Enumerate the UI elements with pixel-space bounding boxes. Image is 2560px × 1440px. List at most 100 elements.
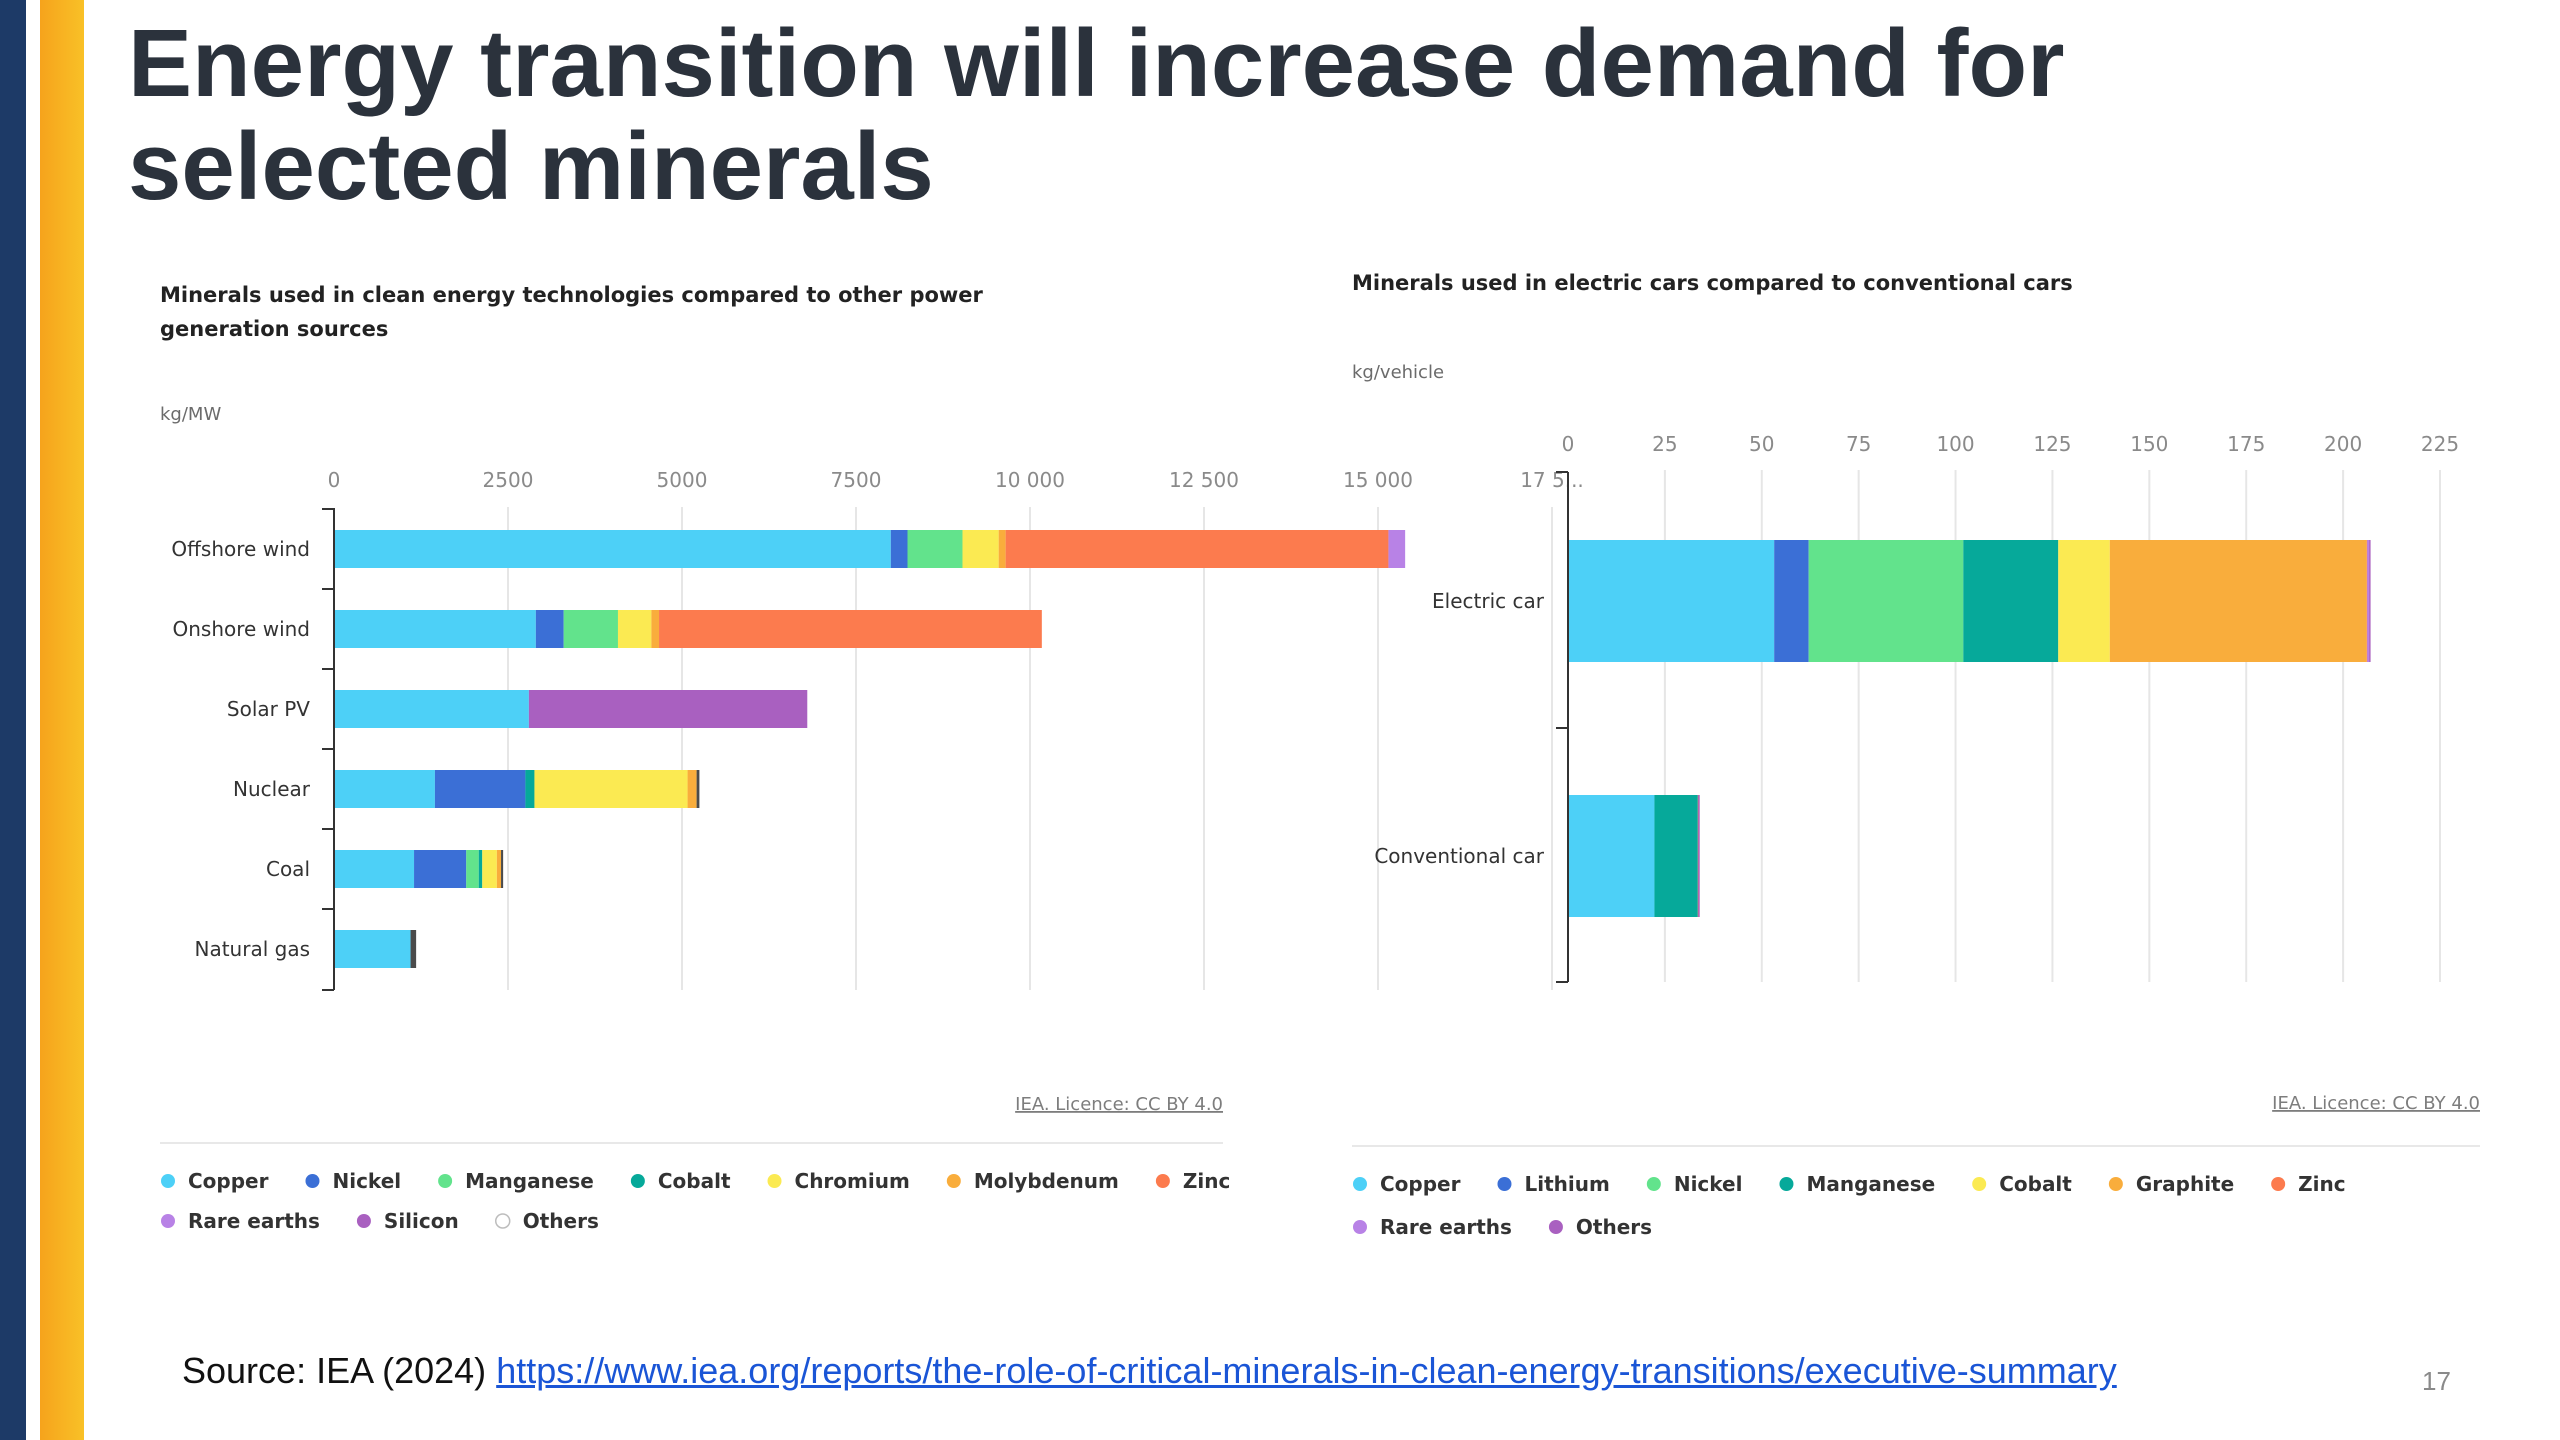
x-tick-label: 100 <box>1936 432 1974 456</box>
chart-unit-label: kg/MW <box>160 404 221 425</box>
x-tick-label: 5000 <box>657 468 708 492</box>
legend-label: Others <box>523 1209 599 1233</box>
x-tick-label: 17 5... <box>1520 468 1584 492</box>
legend-label: Lithium <box>1524 1172 1609 1196</box>
bar-segment-manganese <box>1963 540 2059 662</box>
bar-segment-copper <box>334 610 536 648</box>
bar-segment-copper <box>334 930 411 968</box>
legend-label: Nickel <box>332 1169 401 1193</box>
legend-label: Copper <box>188 1169 269 1193</box>
bar-segment-molybdenum <box>687 770 697 808</box>
x-tick-label: 12 500 <box>1169 468 1239 492</box>
legend-swatch-graphite <box>2108 1177 2123 1191</box>
bar-segment-nickel <box>890 530 908 568</box>
bar-segment-copper <box>1568 540 1775 662</box>
x-tick-label: 25 <box>1652 432 1677 456</box>
legend-swatch-nickel <box>1646 1177 1661 1191</box>
bar-segment-nickel <box>414 850 467 888</box>
x-tick-label: 75 <box>1846 432 1871 456</box>
legend-label: Zinc <box>2298 1172 2345 1196</box>
legend-swatch-others <box>1548 1220 1563 1234</box>
licence-link: IEA. Licence: CC BY 4.0 <box>1015 1094 1223 1115</box>
bar-segment-copper <box>334 530 891 568</box>
bar-segment-nickel <box>1808 540 1964 662</box>
chart-title: generation sources <box>160 317 388 341</box>
chart-title: Minerals used in clean energy technologi… <box>160 283 984 307</box>
legend-swatch-others <box>494 1213 511 1229</box>
bar-segment-molybdenum <box>496 850 502 888</box>
category-label: Conventional car <box>1374 844 1544 868</box>
licence-link: IEA. Licence: CC BY 4.0 <box>2272 1093 2480 1114</box>
bar-segment-molybdenum <box>998 530 1006 568</box>
legend-label: Chromium <box>795 1169 910 1193</box>
bar-segment-zinc <box>659 610 1042 648</box>
category-label: Solar PV <box>227 697 310 721</box>
source-link[interactable]: https://www.iea.org/reports/the-role-of-… <box>496 1350 2117 1391</box>
x-tick-label: 0 <box>328 468 341 492</box>
bar-segment-lithium <box>1774 540 1809 662</box>
legend-swatch-zinc <box>1155 1174 1170 1188</box>
legend-label: Manganese <box>465 1169 594 1193</box>
bar-segment-cobalt <box>478 850 483 888</box>
legend-swatch-lithium <box>1497 1177 1512 1191</box>
legend-label: Graphite <box>2136 1172 2234 1196</box>
source-prefix: Source: IEA (2024) <box>182 1350 497 1391</box>
legend-label: Manganese <box>1806 1172 1935 1196</box>
bar-segment-zinc <box>1005 530 1389 568</box>
bar-segment-cobalt <box>2058 540 2110 662</box>
category-label: Nuclear <box>233 777 311 801</box>
chart-unit-label: kg/vehicle <box>1352 362 1444 383</box>
orange-accent-stripe <box>40 0 84 1440</box>
bar-segment-others <box>696 770 700 808</box>
legend-swatch-manganese <box>1779 1177 1794 1191</box>
category-label: Onshore wind <box>173 617 310 641</box>
category-label: Electric car <box>1432 589 1545 613</box>
page-number: 17 <box>2422 1366 2451 1396</box>
bar-segment-cobalt <box>525 770 535 808</box>
legend-label: Rare earths <box>188 1209 320 1233</box>
bar-segment-manganese <box>1654 795 1698 917</box>
x-tick-label: 0 <box>1562 432 1575 456</box>
source-line: Source: IEA (2024) https://www.iea.org/r… <box>182 1350 2117 1392</box>
legend-label: Zinc <box>1183 1169 1230 1193</box>
x-tick-label: 125 <box>2033 432 2071 456</box>
bar-segment-manganese <box>907 530 963 568</box>
bar-segment-graphite <box>2109 540 2367 662</box>
legend-swatch-cobalt <box>630 1174 645 1188</box>
bar-segment-nickel <box>434 770 526 808</box>
legend-label: Rare earths <box>1380 1215 1512 1239</box>
legend-label: Molybdenum <box>974 1169 1119 1193</box>
bar-segment-rare-earths <box>2367 540 2370 662</box>
bar-segment-chromium <box>962 530 999 568</box>
legend-label: Cobalt <box>1999 1172 2072 1196</box>
bar-segment-others <box>1698 795 1700 917</box>
legend-label: Silicon <box>384 1209 459 1233</box>
legend-swatch-chromium <box>767 1174 782 1188</box>
slide-title: Energy transition will increase demand f… <box>128 10 2065 220</box>
legend-swatch-copper <box>161 1174 175 1188</box>
legend-swatch-copper <box>1353 1177 1367 1191</box>
bar-segment-molybdenum <box>651 610 660 648</box>
legend-swatch-rare-earths <box>161 1214 175 1228</box>
bar-segment-chromium <box>482 850 497 888</box>
x-tick-label: 200 <box>2324 432 2362 456</box>
bar-segment-manganese <box>563 610 618 648</box>
bar-segment-copper <box>1568 795 1655 917</box>
chart-title: Minerals used in electric cars compared … <box>1352 271 2073 295</box>
bar-segment-others <box>501 850 504 888</box>
x-tick-label: 15 000 <box>1343 468 1413 492</box>
x-tick-label: 2500 <box>483 468 534 492</box>
bar-segment-nickel <box>535 610 564 648</box>
legend-swatch-manganese <box>438 1174 453 1188</box>
x-tick-label: 225 <box>2421 432 2459 456</box>
x-tick-label: 150 <box>2130 432 2168 456</box>
legend-label: Copper <box>1380 1172 1461 1196</box>
bar-segment-chromium <box>534 770 688 808</box>
legend-swatch-molybdenum <box>946 1174 961 1188</box>
x-tick-label: 175 <box>2227 432 2265 456</box>
bar-segment-silicon <box>528 690 808 728</box>
bar-segment-copper <box>334 770 435 808</box>
bar-segment-chromium <box>617 610 652 648</box>
